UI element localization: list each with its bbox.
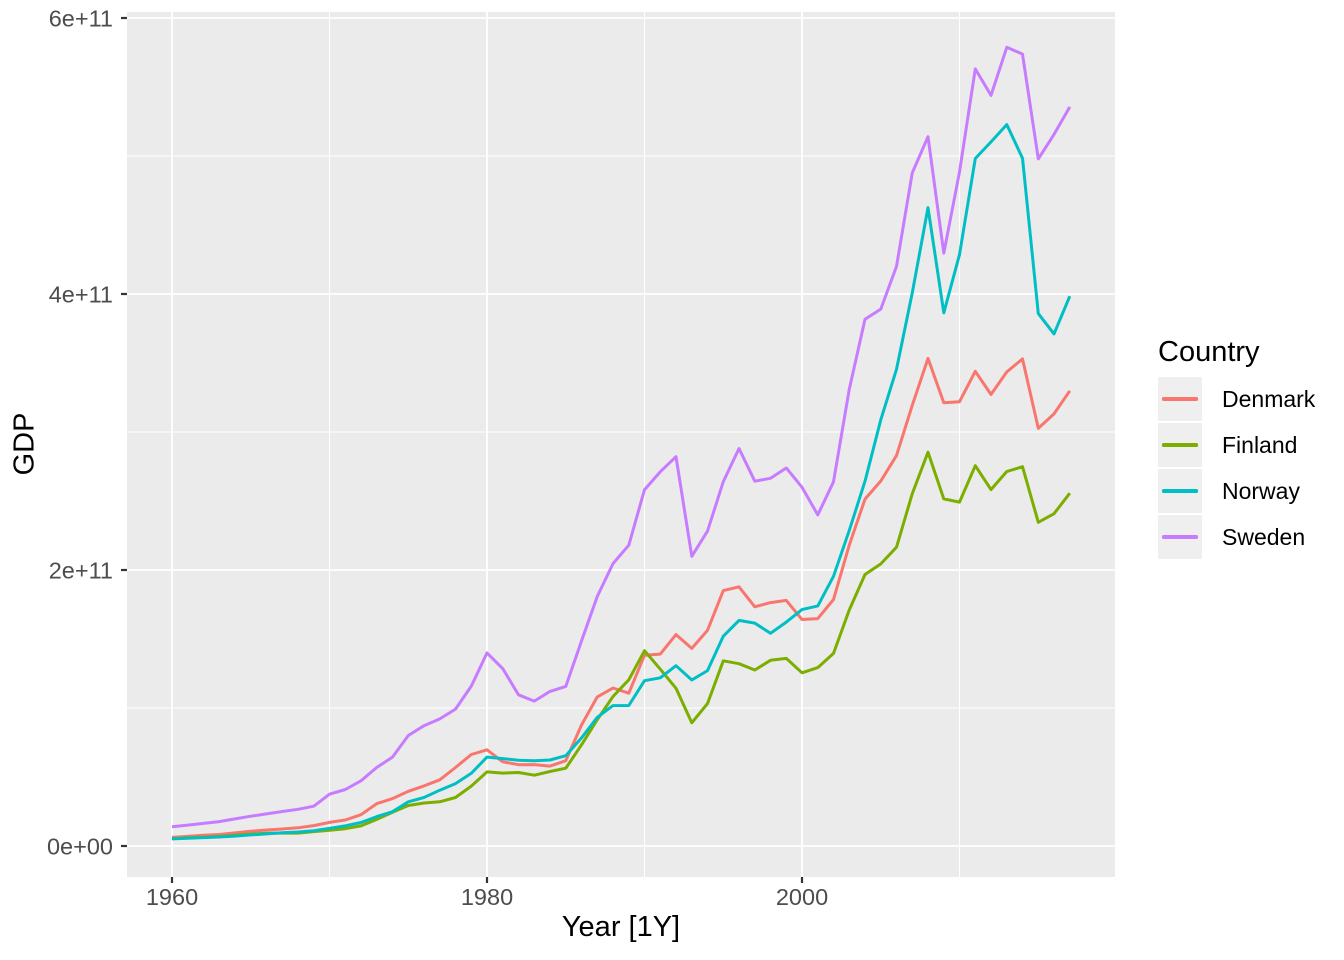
series-line-denmark: [171, 356, 1072, 839]
y-axis-title: GDP: [8, 412, 41, 476]
legend-label-finland: Finland: [1222, 431, 1298, 458]
legend-item-norway: Norway: [1158, 469, 1315, 513]
y-tick-label-0e+00: 0e+00: [47, 834, 113, 860]
legend-key-line-icon: [1162, 397, 1198, 401]
legend-label-denmark: Denmark: [1222, 385, 1316, 412]
x-axis-title: Year [1Y]: [561, 911, 681, 943]
legend-item-denmark: Denmark: [1158, 377, 1315, 421]
legend-key-denmark: [1158, 377, 1202, 421]
legend-item-finland: Finland: [1158, 423, 1315, 467]
legend-key-line-icon: [1162, 489, 1198, 493]
legend-label-sweden: Sweden: [1222, 523, 1306, 550]
legend-key-finland: [1158, 423, 1202, 467]
legend-title: Country: [1158, 336, 1260, 368]
y-tick-label-4e+11: 4e+11: [49, 282, 113, 308]
y-tick-label-2e+11: 2e+11: [49, 558, 113, 584]
plot-panel: [127, 12, 1115, 877]
x-tick-label-2000: 2000: [776, 884, 828, 910]
legend: Country Denmark Finland Norway Sweden: [1158, 336, 1315, 561]
legend-key-line-icon: [1162, 535, 1198, 539]
series-line-norway: [171, 123, 1072, 841]
legend-key-line-icon: [1162, 443, 1198, 447]
x-tick-label-1980: 1980: [461, 884, 513, 910]
y-tick-label-6e+11: 6e+11: [49, 6, 113, 32]
legend-items: Denmark Finland Norway Sweden: [1158, 377, 1315, 559]
x-tick-label-1960: 1960: [146, 884, 198, 910]
legend-key-norway: [1158, 469, 1202, 513]
legend-item-sweden: Sweden: [1158, 515, 1315, 559]
legend-key-sweden: [1158, 515, 1202, 559]
series-line-sweden: [171, 45, 1072, 829]
legend-label-norway: Norway: [1222, 477, 1300, 504]
